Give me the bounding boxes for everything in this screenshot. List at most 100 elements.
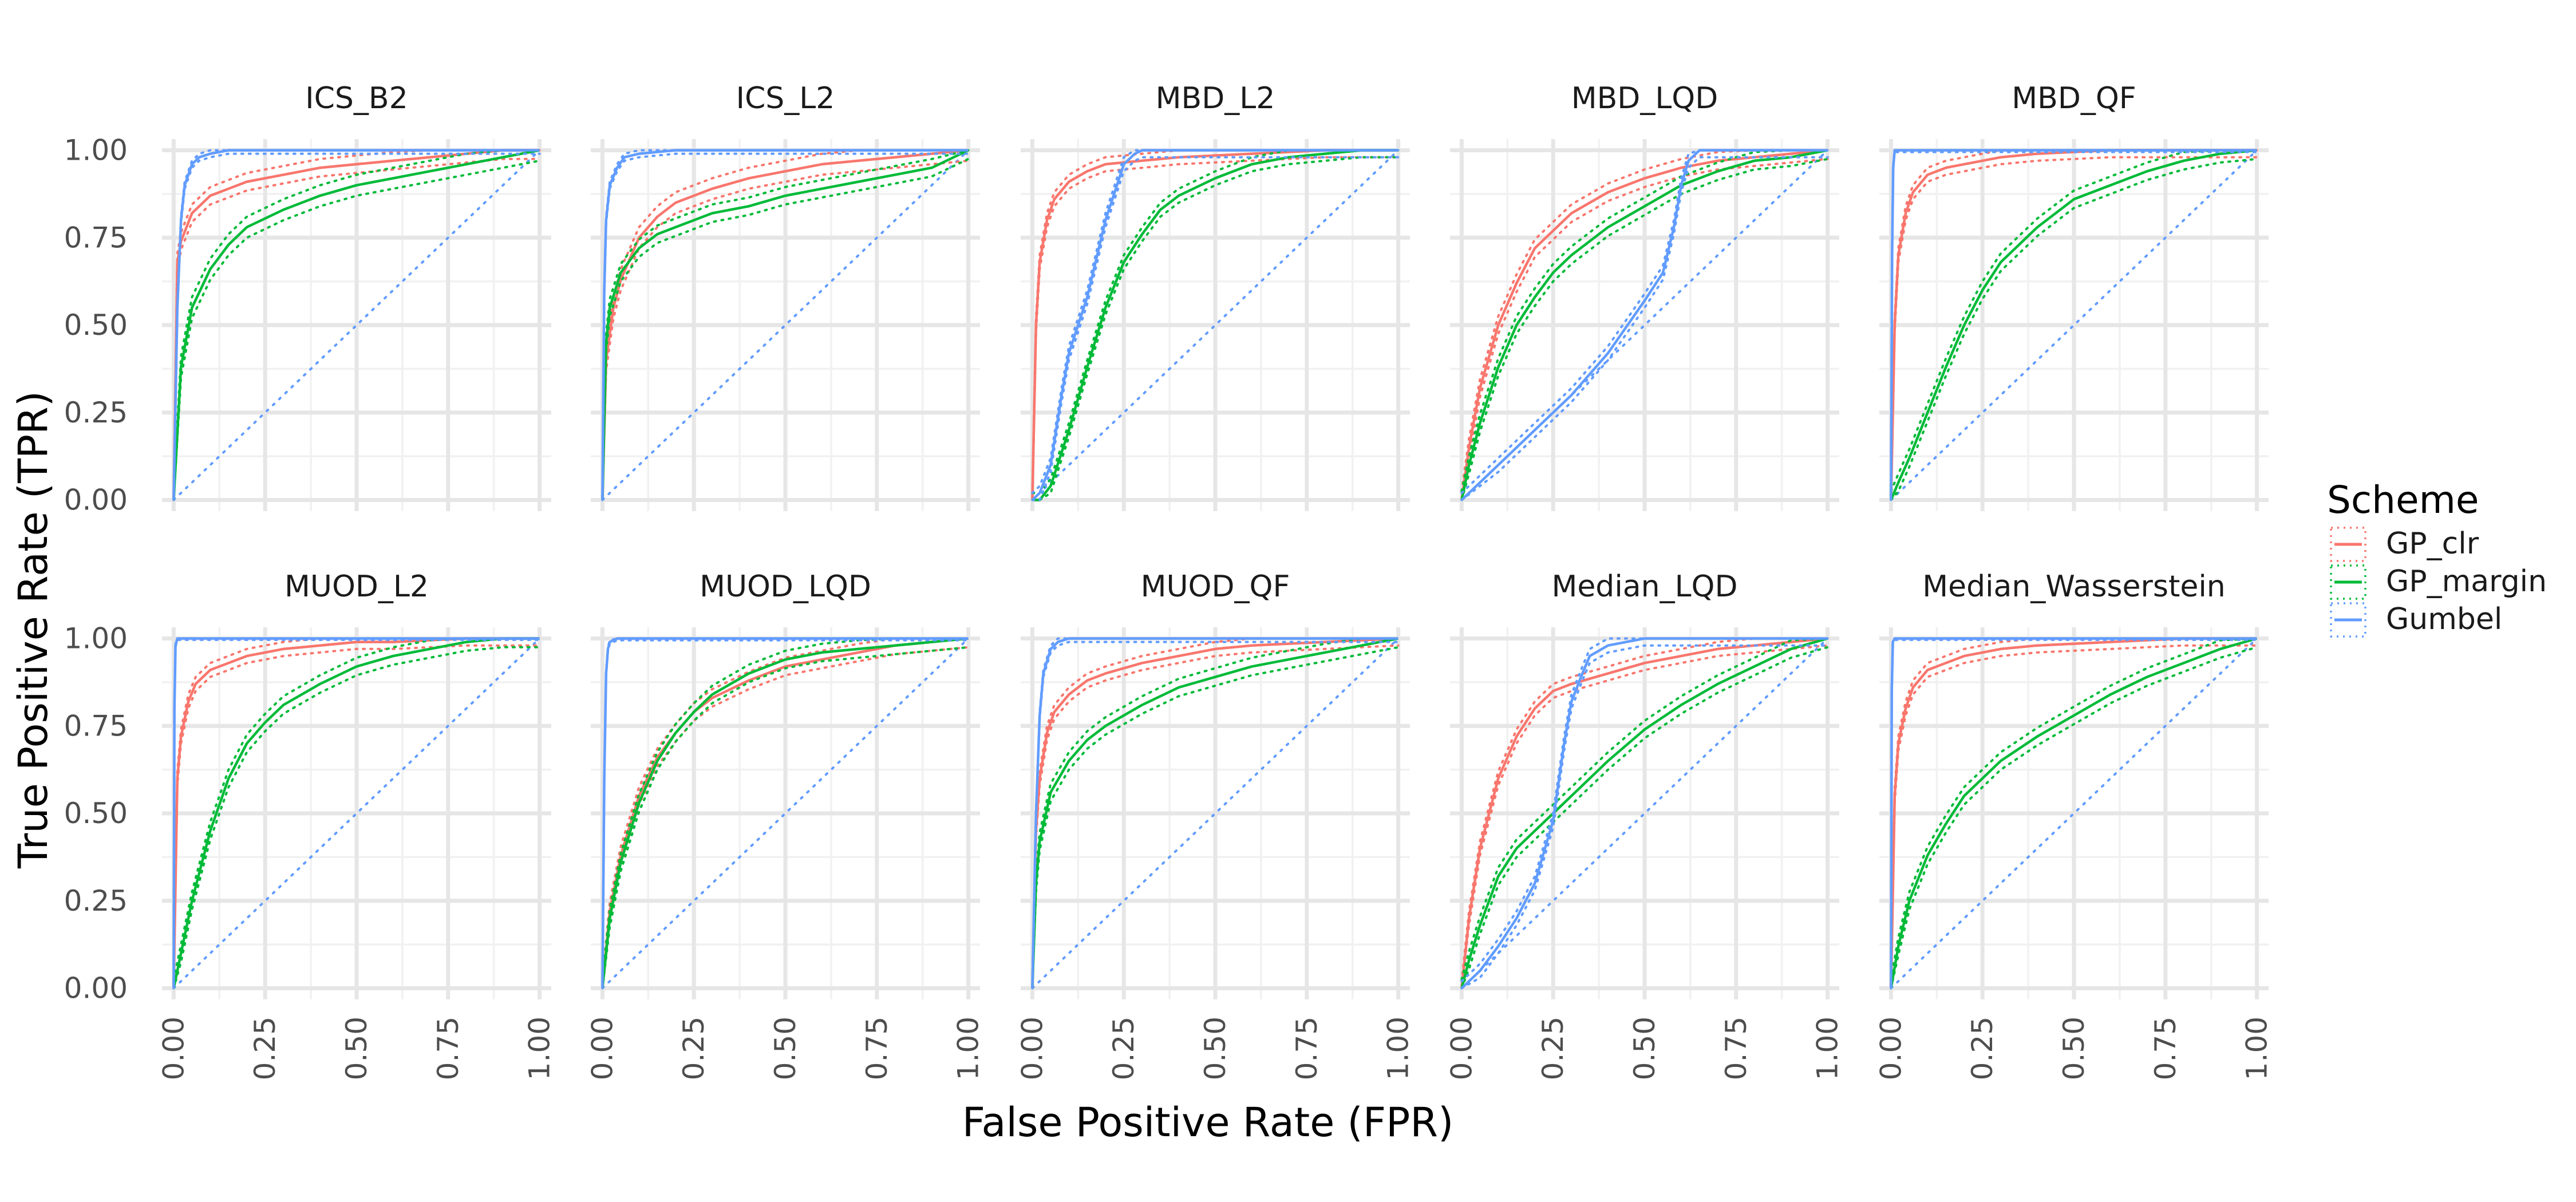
x-tick-label: 0.25 <box>248 1017 282 1080</box>
facet-panel: Median_Wasserstein 0.00 0.25 0.50 0.75 1.00 <box>1874 570 2273 1080</box>
facet-panel: MBD_LQD <box>1450 81 1839 511</box>
x-tick-label: 0.25 <box>1107 1017 1140 1080</box>
facet-panel: ICS_L2 <box>591 81 980 511</box>
facet-title: Median_Wasserstein <box>1922 570 2226 604</box>
series-band-lower <box>1460 157 1829 501</box>
y-tick-label: 0.00 <box>64 972 128 1005</box>
series-band-upper <box>1890 149 2258 493</box>
series-band-upper <box>1031 637 1400 981</box>
series-band-lower <box>1890 646 2258 990</box>
series-band-upper <box>1031 149 1400 495</box>
series-band-upper <box>1890 637 2258 981</box>
series-line <box>1890 637 2258 989</box>
facet-title: ICS_L2 <box>736 81 835 116</box>
series-band-lower <box>601 152 970 501</box>
series-line <box>172 637 540 989</box>
x-tick-label: 0.50 <box>769 1017 802 1080</box>
series-line <box>172 637 540 989</box>
facet-title: MUOD_LQD <box>700 570 871 604</box>
x-tick-label: 0.50 <box>2057 1017 2091 1080</box>
facet-title: MUOD_QF <box>1141 570 1290 604</box>
series-band-lower <box>601 157 970 501</box>
series-line <box>1460 637 1828 990</box>
x-tick-label: 0.75 <box>860 1017 894 1080</box>
legend-label: GP_margin <box>2386 564 2547 599</box>
y-tick-label: 1.00 <box>64 134 128 167</box>
reference-diagonal <box>172 149 541 501</box>
series-line <box>1460 637 1828 989</box>
y-axis-title: True Positive Rate (TPR) <box>10 391 57 869</box>
x-tick-label: 1.00 <box>952 1017 985 1080</box>
series-band-upper <box>172 149 541 493</box>
x-tick-label: 0.50 <box>340 1017 373 1080</box>
series-line <box>601 637 969 989</box>
reference-diagonal <box>1031 149 1400 501</box>
series-band-upper <box>1460 637 1829 981</box>
x-tick-label: 0.00 <box>1016 1017 1049 1080</box>
series-band-lower <box>1460 644 1829 990</box>
series-line <box>1460 149 1828 500</box>
series-line <box>1460 149 1828 501</box>
series-line <box>1031 637 1399 989</box>
y-tick-label: 0.50 <box>64 797 128 830</box>
x-tick-label: 1.00 <box>1811 1017 1844 1080</box>
series-line <box>172 149 540 500</box>
x-tick-label: 0.25 <box>677 1017 710 1080</box>
legend-label: GP_clr <box>2386 527 2479 561</box>
reference-diagonal <box>1890 149 2258 501</box>
series-band-lower <box>601 646 970 990</box>
legend-key <box>2330 564 2366 600</box>
series-band-lower <box>172 157 541 501</box>
y-tick-label: 0.25 <box>64 884 128 918</box>
legend-key-box <box>2330 602 2366 638</box>
x-tick-label: 0.25 <box>1966 1017 1999 1080</box>
series-line <box>172 149 540 500</box>
x-tick-label: 0.00 <box>157 1017 190 1080</box>
legend-key-box <box>2330 564 2366 600</box>
reference-diagonal <box>1460 637 1829 990</box>
series-line <box>1032 149 1398 501</box>
series-line <box>172 149 540 500</box>
x-tick-label: 0.25 <box>1536 1017 1570 1080</box>
x-tick-label: 0.50 <box>1199 1017 1232 1080</box>
reference-diagonal <box>601 637 970 990</box>
facet-title: Median_LQD <box>1551 570 1737 604</box>
legend-label: Gumbel <box>2386 602 2502 636</box>
series-line <box>1890 149 2257 501</box>
series-band-upper <box>1890 637 2258 983</box>
reference-diagonal <box>1890 637 2258 990</box>
legend-key-box <box>2330 527 2366 562</box>
reference-diagonal <box>1460 149 1829 501</box>
series-line <box>1031 637 1398 989</box>
x-tick-label: 0.75 <box>1720 1017 1753 1080</box>
series-line <box>601 149 969 500</box>
x-tick-label: 1.00 <box>1382 1017 1415 1080</box>
facet-panel: MBD_L2 <box>1021 81 1410 511</box>
series-band-upper <box>601 149 970 493</box>
x-tick-label: 0.50 <box>1628 1017 1661 1080</box>
facet-panel: MUOD_LQD 0.00 0.25 0.50 0.75 1.00 <box>586 570 985 1080</box>
reference-diagonal <box>1031 637 1400 990</box>
series-line <box>1031 149 1398 500</box>
series-band-lower <box>1031 156 1400 501</box>
legend-key <box>2330 527 2366 562</box>
facet-panel: Median_LQD 0.00 0.25 0.50 0.75 1.00 <box>1445 570 1844 1080</box>
series-line <box>172 637 540 989</box>
y-tick-label: 0.00 <box>64 484 128 517</box>
series-band-upper <box>1460 149 1829 493</box>
facet-panel: MBD_QF <box>1879 81 2269 511</box>
series-line <box>1031 149 1398 501</box>
series-line <box>1031 637 1398 989</box>
series-band-lower <box>1890 151 2258 501</box>
x-tick-label: 0.00 <box>1874 1017 1907 1080</box>
y-tick-label: 0.25 <box>64 396 128 429</box>
reference-diagonal <box>601 149 970 501</box>
series-band-lower <box>1460 156 1829 501</box>
series-band-lower <box>1031 156 1400 501</box>
series-band-upper <box>601 637 970 981</box>
series-line <box>1460 149 1828 500</box>
series-band-lower <box>1460 157 1829 501</box>
y-tick-label: 0.50 <box>64 309 128 342</box>
